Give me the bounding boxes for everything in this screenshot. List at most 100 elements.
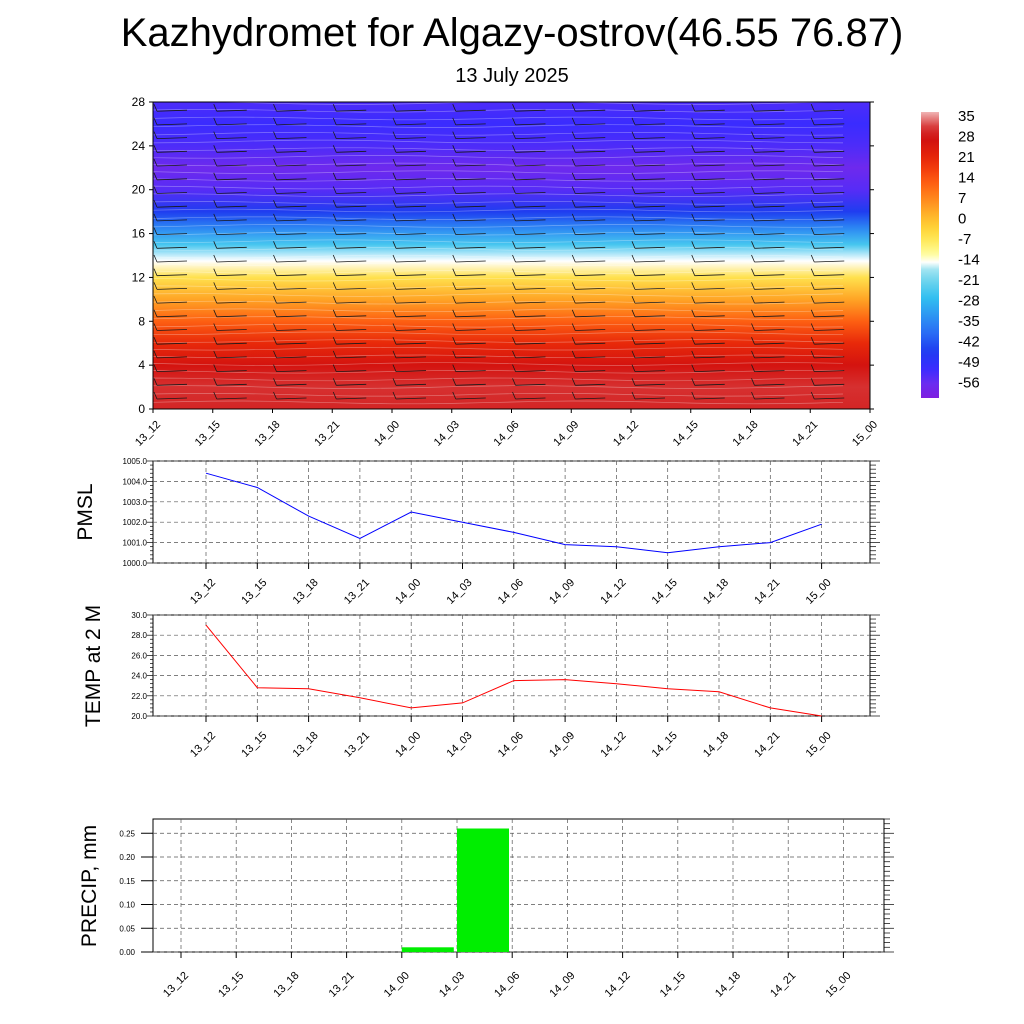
y-tick-label: 20.0 [131,712,147,721]
wind-barb [273,323,307,331]
wind-barb [810,200,845,208]
contour-line [153,147,844,151]
wind-barb [631,378,666,386]
wind-barb [571,337,606,345]
wind-barb [153,268,188,277]
wind-barb [332,350,367,359]
wind-barb [452,282,486,290]
wind-barb [332,337,367,345]
wind-barb [631,172,666,181]
wind-barb [213,158,247,167]
wind-barb [871,145,904,152]
x-tick-label: 14_18 [713,970,743,1000]
wind-barb [871,324,904,331]
contour-line [153,193,844,197]
wind-barb [810,172,845,181]
wind-barb [751,241,785,249]
colorbar-label: -14 [958,252,980,269]
wind-barb [452,337,486,345]
wind-barb [392,104,427,112]
colorbar: 35 28 21 14 7 0 -7 -14 -21 -28 -35 -42 -49 -56 [921,108,980,398]
wind-barb [452,104,486,112]
wind-barb [751,323,785,331]
wind-barb [691,337,725,345]
wind-barb [871,228,904,235]
x-tick-label: 13_12 [161,970,191,1000]
wind-barb [452,378,486,386]
wind-barb [213,241,247,249]
x-tick-label: 14_21 [790,419,820,449]
wind-barb [631,309,666,318]
contour-line [153,216,844,220]
wind-barb [691,104,725,112]
wind-barb [631,323,666,331]
y-tick-label: 4 [138,358,145,372]
wind-barb [751,117,785,126]
wind-barb [871,378,904,385]
contour-line [153,331,844,336]
wind-barb [691,131,725,139]
wind-barb [751,337,785,345]
wind-barb [512,254,546,263]
y-tick-label: 1003.0 [123,498,148,507]
wind-barb [631,282,666,290]
wind-barb [332,295,367,304]
y-tick-label: 0.25 [119,829,135,838]
series-line [205,624,822,717]
wind-barb [153,350,188,359]
wind-barb [392,117,427,126]
wind-barb [571,254,606,263]
colorbar-scale [921,112,939,398]
precip-bar [457,828,509,952]
y-tick-label: 30.0 [131,611,147,620]
wind-barb [392,282,427,290]
wind-barb [392,378,427,386]
x-tick-label: 13_12 [133,419,163,449]
heatmap-field [153,102,870,409]
y-axis-label: PRECIP, mm [78,825,101,947]
wind-barb [273,241,307,249]
contour-line [153,201,844,205]
wind-barb [751,200,785,208]
contour-line [153,254,844,259]
contour-line [153,185,844,190]
colorbar-label: 7 [958,190,966,207]
colorbar-label: 14 [958,170,975,187]
wind-barb [871,104,904,111]
wind-barb [871,255,904,262]
wind-barb [512,145,546,153]
wind-barb [751,227,785,235]
wind-barb [631,200,666,208]
wind-barb [691,227,725,235]
contour-line [153,362,844,366]
plot-frame [152,460,871,564]
wind-barb [452,391,486,400]
x-tick-label: 15_00 [823,970,853,1000]
wind-barb [810,117,845,126]
x-tick-label: 14_15 [650,577,680,607]
contour-line [153,354,844,359]
wind-barb [751,104,785,112]
contour-line [153,262,844,267]
wind-barb [273,364,307,372]
y-tick-label: 1002.0 [123,518,148,527]
wind-barb [871,214,904,221]
x-tick-label: 13_18 [253,419,283,449]
y-tick-label: 26.0 [131,651,147,660]
contour-line [153,400,844,405]
wind-barb [751,391,785,400]
wind-barb [871,351,904,358]
wind-barb [153,145,188,153]
wind-barb [512,364,546,372]
wind-barb [810,254,845,263]
wind-barb [631,158,666,167]
wind-barb [571,364,606,372]
wind-barb [273,213,307,222]
wind-barb [631,131,666,139]
wind-barb [512,337,546,345]
wind-barb [332,364,367,372]
wind-barb [810,337,845,345]
wind-barb [273,145,307,153]
contour-line [153,323,844,328]
wind-barb [810,364,845,372]
